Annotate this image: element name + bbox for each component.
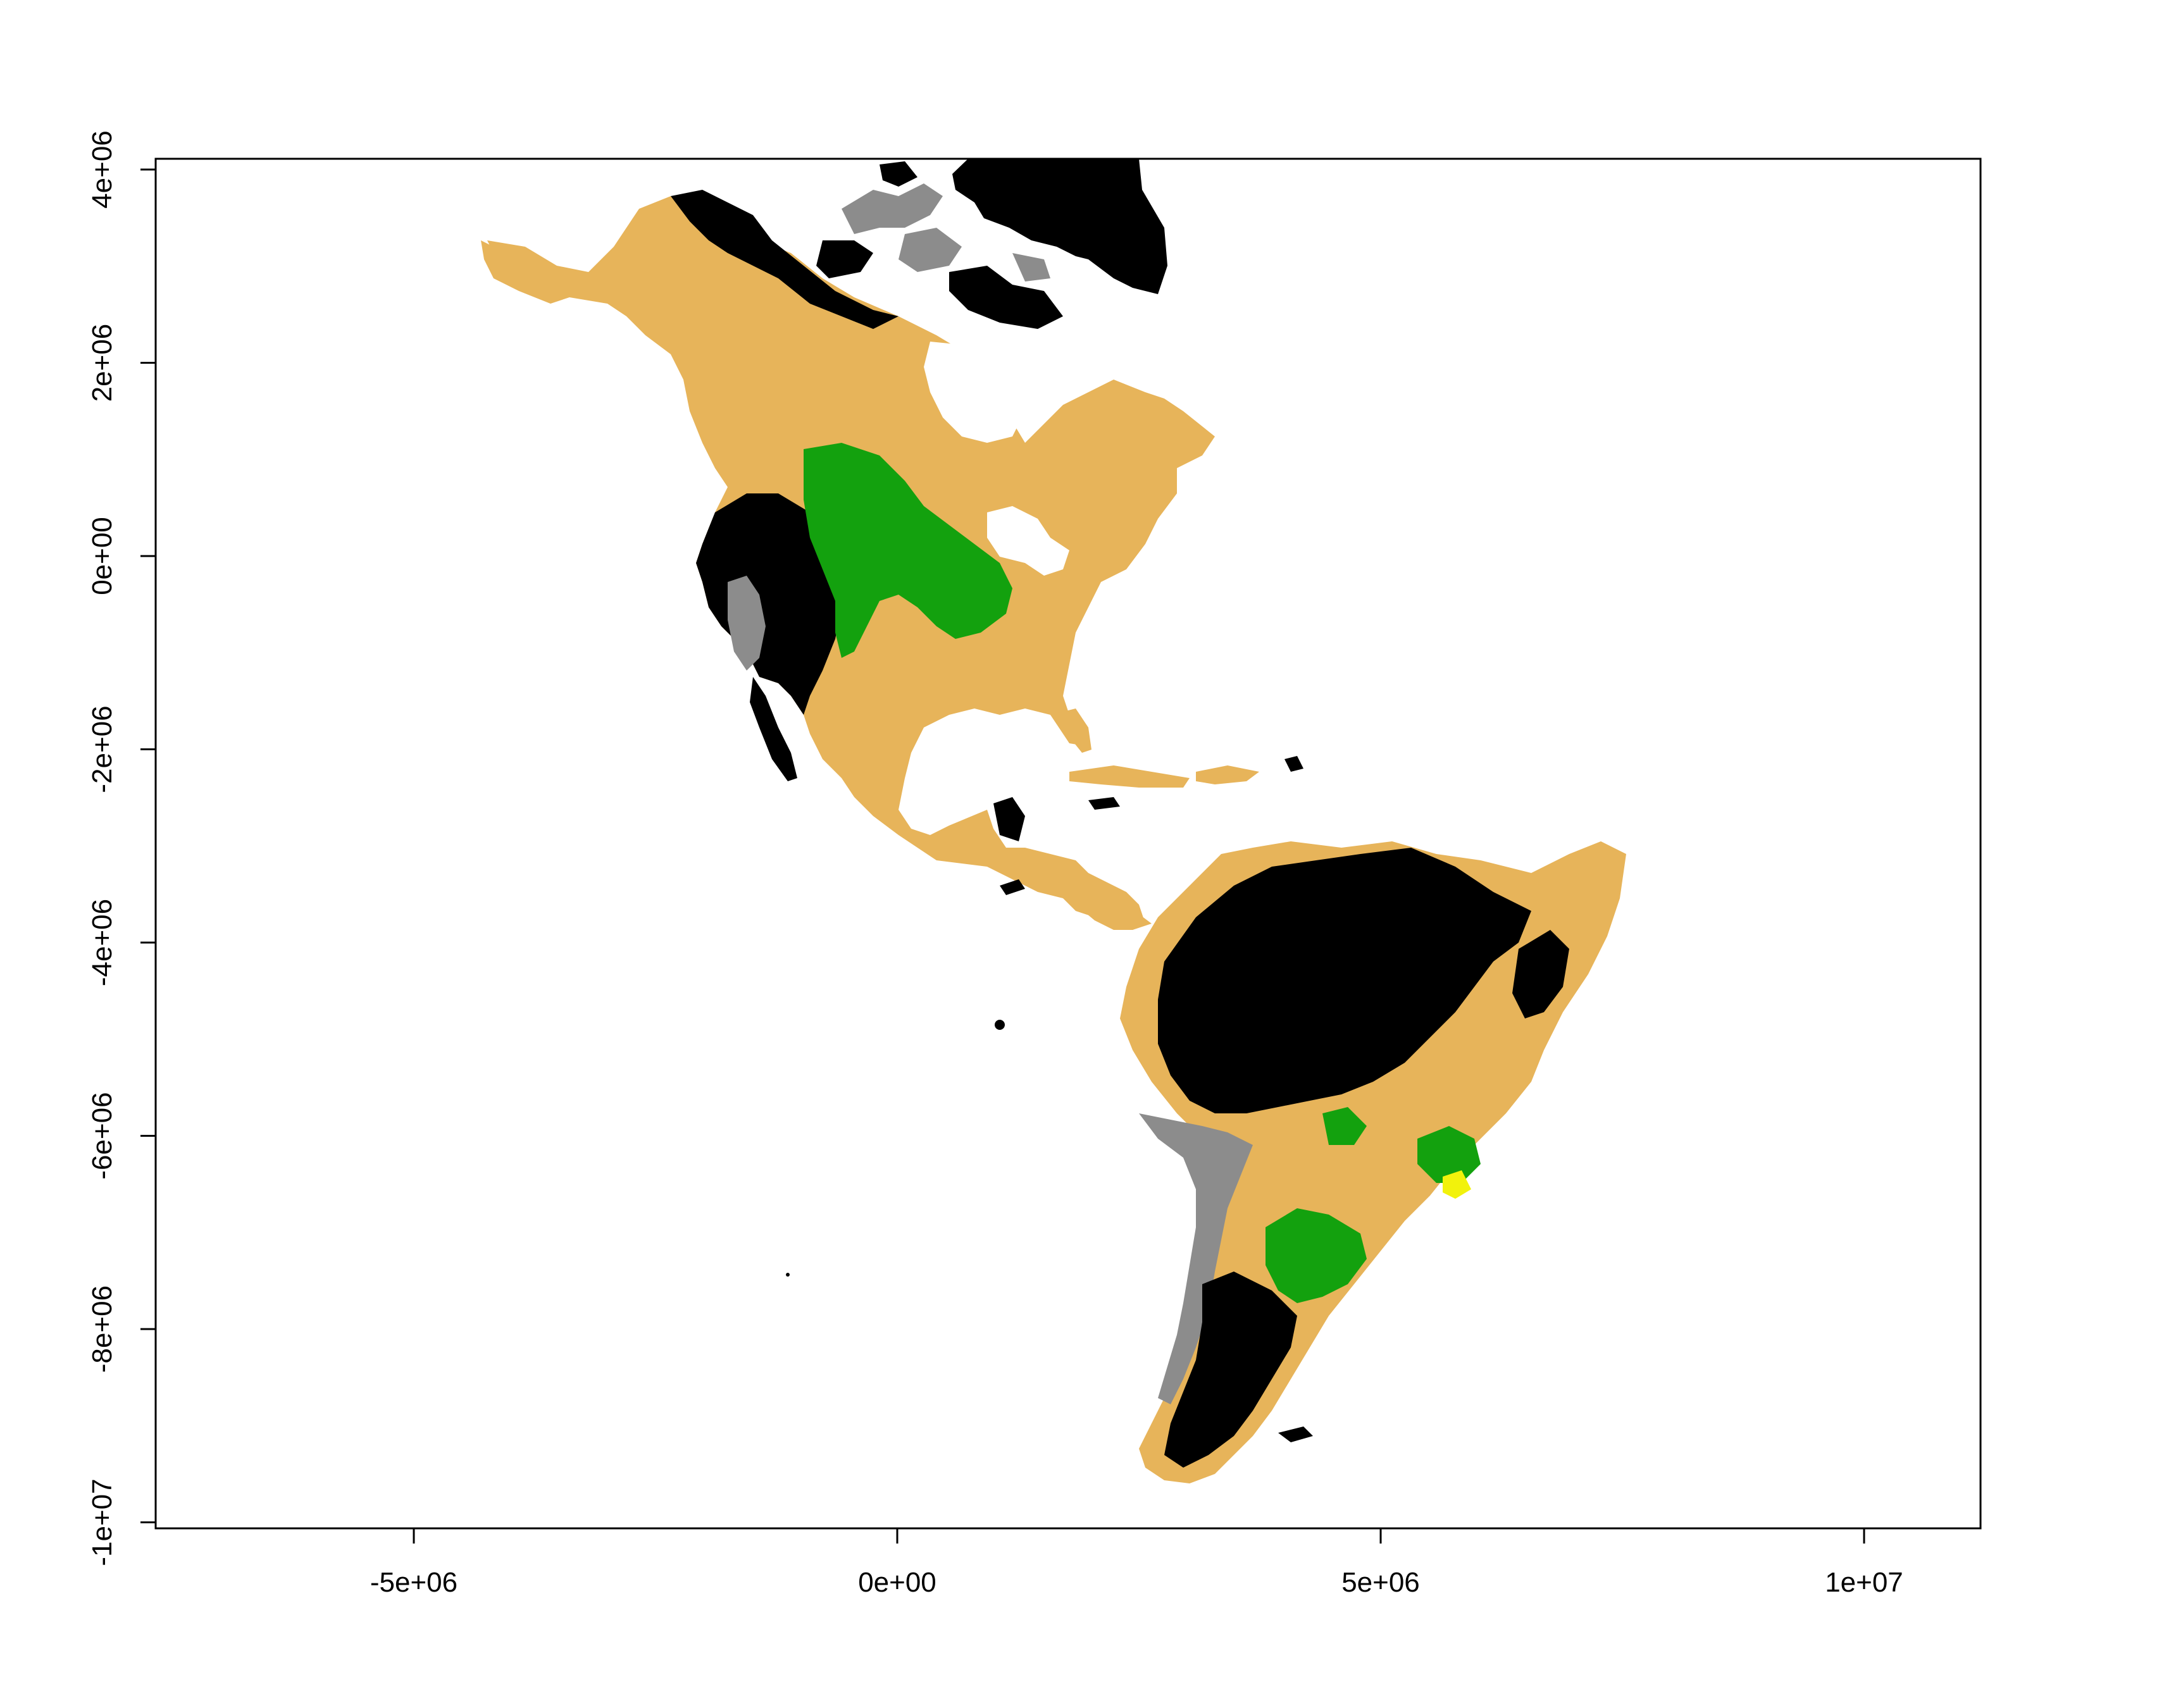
y-axis: 4e+06 2e+06 0e+00 -2e+06 -4e+06 -6e+06 -8e+06 -…	[87, 130, 157, 1566]
plot-frame	[154, 158, 1982, 1530]
region-central-america	[987, 848, 1145, 930]
y-tick-label: -4e+06	[87, 899, 118, 986]
region-baja	[750, 677, 797, 781]
hudson-bay	[924, 342, 1025, 443]
region-brazil-green-2	[1322, 1107, 1367, 1145]
region-great-plains	[804, 443, 1012, 658]
region-pampas	[1266, 1208, 1367, 1303]
y-tick-label: 0e+00	[87, 517, 118, 595]
region-caribbean	[1000, 756, 1303, 895]
region-yellow-patch	[1443, 1170, 1471, 1199]
y-tick-label: -2e+06	[87, 705, 118, 793]
region-greenland	[952, 159, 1167, 294]
region-alaska-peninsula	[481, 240, 569, 304]
y-tick-label: -8e+06	[87, 1285, 118, 1373]
y-tick-label: 4e+06	[87, 130, 118, 209]
region-arctic-archipelago	[816, 161, 1063, 329]
x-tick-label: 0e+00	[858, 1567, 936, 1598]
island-small	[786, 1273, 790, 1277]
x-tick-label: 1e+07	[1825, 1567, 1903, 1598]
region-patagonia	[1164, 1272, 1297, 1468]
y-tick-label: 2e+06	[87, 324, 118, 402]
map-layers	[481, 159, 1626, 1483]
x-tick-label: -5e+06	[370, 1567, 457, 1598]
y-tick-label: -1e+07	[87, 1478, 118, 1566]
gulf-of-mexico	[911, 715, 1063, 810]
region-southern-brazil	[1417, 1126, 1481, 1183]
y-tick-label: -6e+06	[87, 1092, 118, 1179]
x-tick-label: 5e+06	[1341, 1567, 1420, 1598]
region-western-us	[696, 493, 842, 715]
island-galapagos	[995, 1020, 1005, 1030]
x-axis: -5e+06 0e+00 5e+06 1e+07	[370, 1527, 1903, 1598]
region-amazon	[1158, 848, 1531, 1113]
region-eastern-brazil-dark	[1512, 930, 1569, 1018]
region-great-basin	[728, 576, 766, 671]
region-florida	[1050, 709, 1092, 753]
region-yucatan	[993, 797, 1025, 841]
region-northern-canada	[671, 190, 899, 329]
great-lakes	[987, 506, 1069, 576]
region-falklands	[1278, 1426, 1313, 1442]
region-andes	[1139, 1113, 1253, 1404]
